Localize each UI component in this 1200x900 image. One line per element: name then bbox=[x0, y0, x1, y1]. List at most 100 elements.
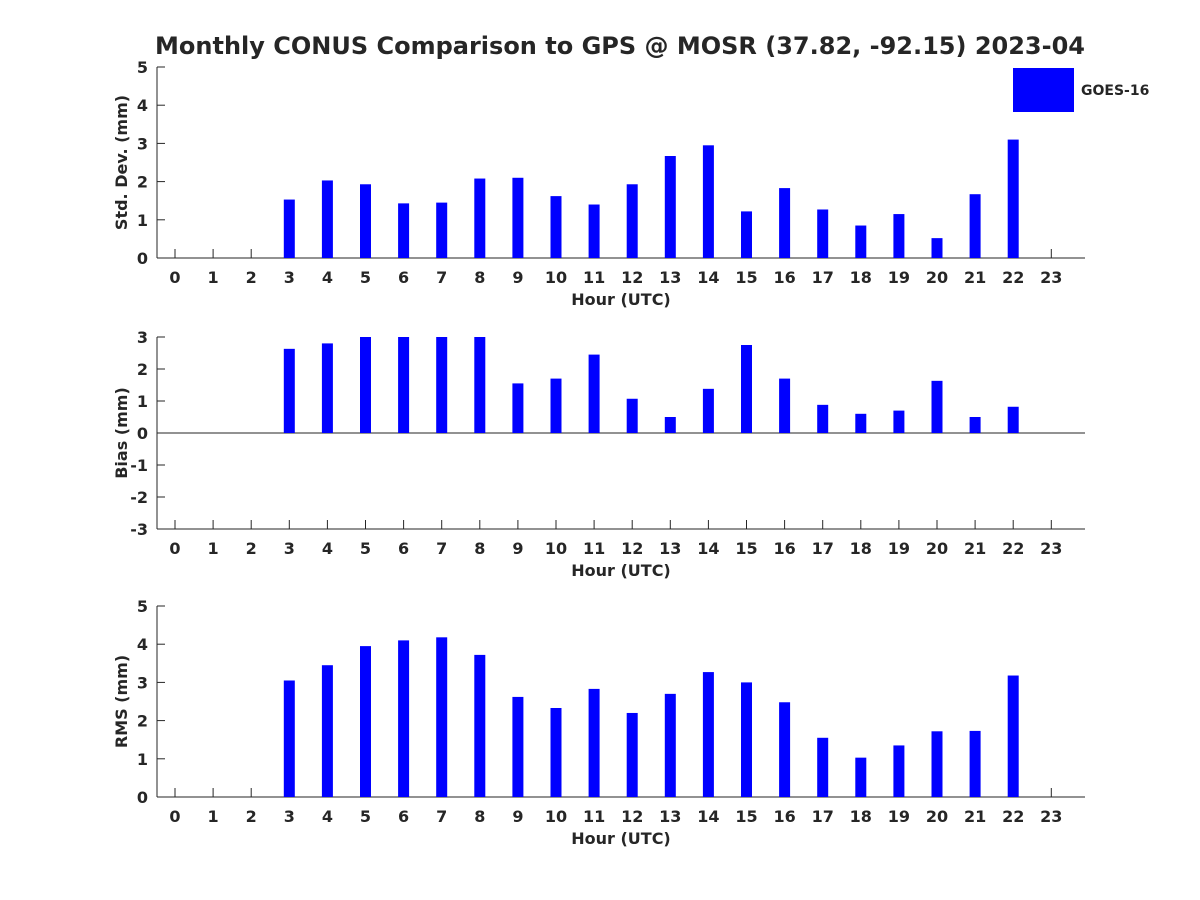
x-tick-label: 6 bbox=[398, 268, 409, 287]
x-tick-label: 4 bbox=[322, 807, 333, 826]
bar-std-hour-20 bbox=[931, 238, 943, 258]
x-tick-label: 23 bbox=[1040, 539, 1062, 558]
y-axis-label: Std. Dev. (mm) bbox=[112, 95, 131, 230]
y-tick-label: 5 bbox=[137, 597, 148, 616]
y-tick-label: 0 bbox=[137, 788, 148, 807]
x-tick-label: 18 bbox=[850, 807, 872, 826]
x-tick-label: 15 bbox=[735, 539, 757, 558]
x-tick-label: 0 bbox=[169, 539, 180, 558]
x-tick-label: 17 bbox=[812, 268, 834, 287]
x-tick-label: 12 bbox=[621, 268, 643, 287]
x-tick-label: 22 bbox=[1002, 807, 1024, 826]
x-tick-label: 21 bbox=[964, 539, 986, 558]
x-tick-label: 16 bbox=[773, 807, 795, 826]
bar-bias-hour-7 bbox=[436, 337, 448, 433]
bar-std-hour-3 bbox=[283, 199, 295, 258]
bar-rms-hour-21 bbox=[969, 730, 981, 797]
y-axis-label: RMS (mm) bbox=[112, 655, 131, 748]
bar-bias-hour-19 bbox=[893, 410, 905, 433]
y-axis-label: Bias (mm) bbox=[112, 387, 131, 479]
y-tick-label: -2 bbox=[130, 488, 148, 507]
y-tick-label: 2 bbox=[137, 360, 148, 379]
x-tick-label: 14 bbox=[697, 539, 719, 558]
bar-bias-hour-10 bbox=[550, 378, 562, 433]
bar-std-hour-15 bbox=[741, 211, 752, 258]
x-tick-label: 7 bbox=[436, 268, 447, 287]
bar-rms-hour-22 bbox=[1007, 675, 1019, 797]
x-tick-label: 9 bbox=[512, 268, 523, 287]
bar-std-hour-17 bbox=[817, 209, 829, 258]
x-axis-label: Hour (UTC) bbox=[571, 290, 671, 309]
bar-bias-hour-15 bbox=[741, 345, 752, 433]
x-tick-label: 23 bbox=[1040, 807, 1062, 826]
y-tick-label: 4 bbox=[137, 96, 148, 115]
x-axis-label: Hour (UTC) bbox=[571, 561, 671, 580]
bar-bias-hour-9 bbox=[512, 383, 524, 433]
x-tick-label: 7 bbox=[436, 807, 447, 826]
x-tick-label: 10 bbox=[545, 268, 567, 287]
y-tick-label: 0 bbox=[137, 249, 148, 268]
x-tick-label: 12 bbox=[621, 807, 643, 826]
legend-swatch bbox=[1013, 68, 1074, 112]
x-tick-label: 4 bbox=[322, 268, 333, 287]
x-tick-label: 3 bbox=[284, 539, 295, 558]
x-tick-label: 19 bbox=[888, 268, 910, 287]
x-tick-label: 16 bbox=[773, 539, 795, 558]
bar-rms-hour-17 bbox=[817, 737, 829, 797]
x-tick-label: 23 bbox=[1040, 268, 1062, 287]
x-tick-label: 15 bbox=[735, 807, 757, 826]
x-tick-label: 20 bbox=[926, 807, 948, 826]
y-tick-label: 1 bbox=[137, 392, 148, 411]
x-tick-label: 21 bbox=[964, 807, 986, 826]
x-tick-label: 11 bbox=[583, 539, 605, 558]
x-tick-label: 7 bbox=[436, 539, 447, 558]
y-tick-label: 0 bbox=[137, 424, 148, 443]
bar-rms-hour-16 bbox=[779, 702, 791, 797]
x-tick-label: 8 bbox=[474, 807, 485, 826]
x-tick-label: 8 bbox=[474, 539, 485, 558]
x-tick-label: 20 bbox=[926, 539, 948, 558]
bar-rms-hour-9 bbox=[512, 696, 524, 797]
x-tick-label: 5 bbox=[360, 539, 371, 558]
x-tick-label: 0 bbox=[169, 268, 180, 287]
bar-std-hour-9 bbox=[512, 177, 524, 258]
bar-bias-hour-5 bbox=[360, 337, 371, 433]
bar-rms-hour-18 bbox=[855, 757, 867, 797]
bar-rms-hour-7 bbox=[436, 637, 448, 797]
x-tick-label: 11 bbox=[583, 807, 605, 826]
x-tick-label: 13 bbox=[659, 268, 681, 287]
x-tick-label: 6 bbox=[398, 539, 409, 558]
x-tick-label: 21 bbox=[964, 268, 986, 287]
bar-rms-hour-13 bbox=[664, 693, 676, 797]
bar-std-hour-12 bbox=[626, 184, 638, 258]
bar-std-hour-16 bbox=[779, 188, 791, 258]
x-tick-label: 3 bbox=[284, 807, 295, 826]
bar-std-hour-18 bbox=[855, 225, 867, 258]
bar-rms-hour-6 bbox=[398, 640, 410, 797]
bar-std-hour-8 bbox=[474, 178, 486, 258]
x-tick-label: 16 bbox=[773, 268, 795, 287]
bar-rms-hour-5 bbox=[360, 646, 371, 797]
bar-rms-hour-14 bbox=[702, 672, 714, 797]
bar-bias-hour-11 bbox=[588, 354, 600, 433]
x-tick-label: 13 bbox=[659, 539, 681, 558]
legend-label: GOES-16 bbox=[1081, 83, 1149, 99]
y-tick-label: -3 bbox=[130, 520, 148, 539]
bar-rms-hour-3 bbox=[283, 680, 295, 797]
y-tick-label: 1 bbox=[137, 750, 148, 769]
bar-std-hour-19 bbox=[893, 214, 905, 258]
y-tick-label: 3 bbox=[137, 134, 148, 153]
bar-rms-hour-12 bbox=[626, 712, 638, 797]
x-tick-label: 17 bbox=[812, 539, 834, 558]
x-tick-label: 13 bbox=[659, 807, 681, 826]
x-axis-label: Hour (UTC) bbox=[571, 829, 671, 848]
y-tick-label: 5 bbox=[137, 58, 148, 77]
y-tick-label: 1 bbox=[137, 211, 148, 230]
x-tick-label: 15 bbox=[735, 268, 757, 287]
bar-rms-hour-4 bbox=[321, 665, 333, 797]
bar-std-hour-10 bbox=[550, 196, 562, 258]
bar-bias-hour-3 bbox=[283, 348, 295, 433]
bar-bias-hour-22 bbox=[1007, 406, 1019, 433]
